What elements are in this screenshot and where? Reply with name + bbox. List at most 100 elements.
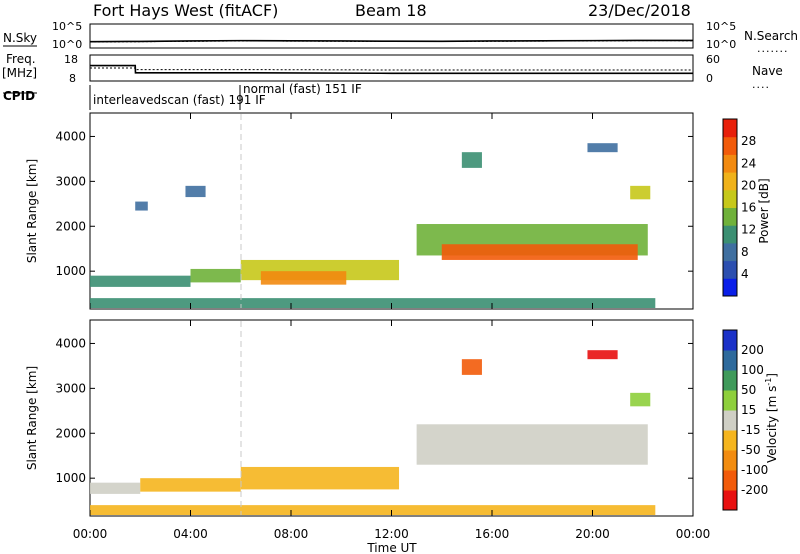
freq-unit-label: [MHz] <box>2 66 37 80</box>
colorbar-swatch <box>723 490 737 511</box>
svg-text:.......: ....... <box>757 42 788 55</box>
power-colorbar: 4 8 12 16 20 24 28 Power [dB] <box>722 118 771 297</box>
heatmap-cell <box>416 424 648 465</box>
colorbar-swatch <box>723 172 737 191</box>
heatmap-cell <box>135 201 148 211</box>
colorbar-tick-label: -50 <box>741 443 761 457</box>
colorbar-swatch <box>723 225 737 244</box>
noise-left-tick-top: 10^5 <box>52 20 82 33</box>
velocity-panel: 1000 2000 3000 4000 Slant Range [km] <box>25 319 694 517</box>
x-tick-label: 04:00 <box>173 527 208 541</box>
velocity-ylabel: Slant Range [km] <box>25 366 39 470</box>
x-tick-label: 16:00 <box>475 527 510 541</box>
heatmap-cell <box>240 466 400 490</box>
colorbar-tick-label: 4 <box>741 267 749 281</box>
heatmap-cell <box>90 298 656 308</box>
colorbar-swatch <box>723 330 737 351</box>
y-tick-label: 4000 <box>55 336 86 350</box>
power-ylabel: Slant Range [km] <box>25 159 39 263</box>
colorbar-swatch <box>723 207 737 226</box>
colorbar-frame <box>722 118 738 297</box>
colorbar-swatch <box>723 410 737 431</box>
colorbar-tick-label: 16 <box>741 201 756 215</box>
y-tick-label: 3000 <box>55 381 86 395</box>
heatmap-cell <box>90 482 141 494</box>
freq-right-tick-bottom: 0 <box>706 72 713 85</box>
colorbar-swatch <box>723 430 737 451</box>
power-panel: 1000 2000 3000 4000 Slant Range [km] <box>25 112 694 310</box>
heatmap-cell <box>190 268 241 283</box>
y-tick-label: 2000 <box>55 426 86 440</box>
noise-right-tick-top: 10^5 <box>706 20 736 33</box>
colorbar-tick-label: 15 <box>741 403 756 417</box>
colorbar-swatch <box>723 350 737 371</box>
noise-series-line <box>89 40 694 43</box>
colorbar-tick-label: 100 <box>741 363 764 377</box>
heatmap-cell <box>140 478 241 492</box>
beam-label: Beam 18 <box>355 1 427 20</box>
heatmap-cell <box>90 275 191 287</box>
cpid-label: CPID <box>3 89 35 103</box>
cpid-bar: interleavedscan (fast) 191 IF normal (fa… <box>89 82 362 110</box>
colorbar-swatch <box>723 390 737 411</box>
cpid-label-2: normal (fast) 151 IF <box>243 82 362 96</box>
nave-label: Nave <box>752 64 783 78</box>
freq-right-tick-top: 60 <box>706 53 720 66</box>
time-axis: 00:00 04:00 08:00 12:00 16:00 20:00 00:00 <box>73 113 711 541</box>
colorbar-swatch <box>723 450 737 471</box>
y-tick-label: 1000 <box>55 471 86 485</box>
velocity-colorbar-label: Velocity [m s-1] <box>764 373 779 463</box>
freq-panel: 18 8 60 0 <box>64 53 720 85</box>
colorbar-tick-label: 28 <box>741 134 756 148</box>
heatmap-cell <box>587 143 618 153</box>
colorbar-tick-label: 50 <box>741 383 756 397</box>
x-tick-label: 00:00 <box>73 527 108 541</box>
noise-right-tick-bottom: 10^0 <box>706 38 736 51</box>
heatmap-cell <box>90 505 656 515</box>
colorbar-tick-label: -15 <box>741 423 761 437</box>
freq-left-tick-bottom: 8 <box>69 72 76 85</box>
velocity-colorbar: -200 -100 -50 -15 15 50 100 200 Velocity [m s-1… <box>722 329 779 511</box>
nsearch-label: N.Search <box>744 29 798 43</box>
x-tick-label: 20:00 <box>575 527 610 541</box>
colorbar-swatch <box>723 260 737 279</box>
x-tick-label: 12:00 <box>374 527 409 541</box>
nsky-label: N.Sky <box>3 31 37 45</box>
radar-title: Fort Hays West (fitACF) <box>93 1 278 20</box>
noise-left-tick-bottom: 10^0 <box>52 38 82 51</box>
colorbar-swatch <box>723 154 737 173</box>
colorbar-swatch <box>723 370 737 391</box>
power-colorbar-label: Power [dB] <box>757 178 771 243</box>
y-tick-label: 4000 <box>55 129 86 143</box>
cpid-label-1: interleavedscan (fast) 191 IF <box>93 93 266 107</box>
colorbar-tick-label: 200 <box>741 343 764 357</box>
colorbar-swatch <box>723 136 737 155</box>
x-tick-label: 00:00 <box>676 527 711 541</box>
colorbar-swatch <box>723 119 737 138</box>
colorbar-tick-label: 8 <box>741 245 749 259</box>
heatmap-cell <box>185 185 206 198</box>
colorbar-swatch <box>723 242 737 262</box>
heatmap-cell <box>461 359 482 375</box>
colorbar-swatch <box>723 278 737 297</box>
colorbar-tick-label: -100 <box>741 463 768 477</box>
xlabel: Time UT <box>366 541 417 554</box>
heatmap-cell <box>441 244 638 260</box>
heatmap-cell <box>630 392 651 407</box>
freq-label: Freq. <box>6 52 36 66</box>
y-tick-label: 1000 <box>55 264 86 278</box>
freq-series-line <box>90 64 693 75</box>
colorbar-tick-label: 24 <box>741 156 756 170</box>
heatmap-cell <box>587 350 618 360</box>
heatmap-cell <box>260 271 347 285</box>
y-tick-label: 2000 <box>55 219 86 233</box>
colorbar-tick-label: 20 <box>741 178 756 192</box>
date-label: 23/Dec/2018 <box>588 1 691 20</box>
colorbar-swatch <box>723 189 737 208</box>
x-tick-label: 08:00 <box>274 527 309 541</box>
freq-left-tick-top: 18 <box>64 53 78 66</box>
colorbar-tick-label: -200 <box>741 483 768 497</box>
svg-text:....: .... <box>752 78 770 91</box>
heatmap-cell <box>461 152 482 168</box>
